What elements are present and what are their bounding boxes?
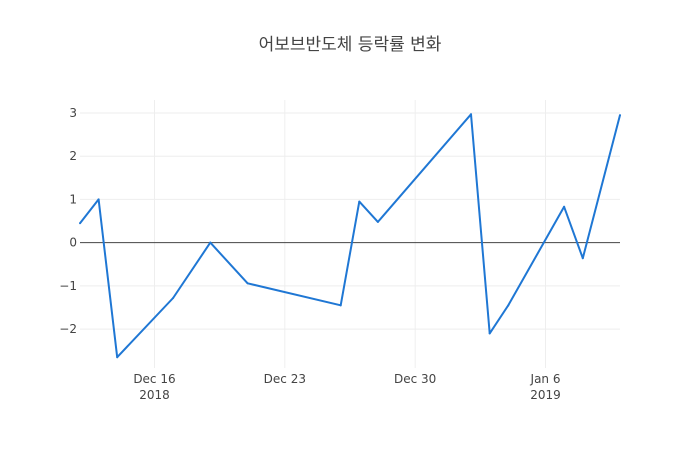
chart-title: 어보브반도체 등락률 변화 xyxy=(259,35,442,55)
data-point xyxy=(246,282,249,285)
data-point xyxy=(376,220,379,223)
x-tick-label: Jan 6 xyxy=(530,372,561,386)
x-axis-ticks: Dec 16 2018 Dec 23 Dec 30 Jan 6 2019 xyxy=(133,372,560,402)
data-point xyxy=(358,200,361,203)
series-layer xyxy=(79,113,621,359)
data-point xyxy=(488,332,491,335)
data-point xyxy=(563,205,566,208)
y-tick-label: −2 xyxy=(59,322,77,336)
x-tick-label: Dec 23 xyxy=(264,372,306,386)
data-point xyxy=(581,257,584,260)
data-point xyxy=(339,304,342,307)
y-axis-ticks: 3 2 1 0 −1 −2 xyxy=(59,106,77,336)
grid-lines xyxy=(80,100,620,368)
data-point xyxy=(209,241,212,244)
data-point xyxy=(507,304,510,307)
data-point xyxy=(470,113,473,116)
x-tick-label: Dec 30 xyxy=(394,372,436,386)
data-point xyxy=(79,222,81,225)
y-tick-label: 2 xyxy=(69,149,77,163)
y-tick-label: −1 xyxy=(59,279,77,293)
data-point xyxy=(97,198,100,201)
y-tick-label: 1 xyxy=(69,192,77,206)
x-tick-year-label: 2019 xyxy=(530,388,561,402)
y-tick-label: 3 xyxy=(69,106,77,120)
data-point xyxy=(619,114,621,117)
x-tick-label: Dec 16 xyxy=(133,372,175,386)
x-tick-year-label: 2018 xyxy=(139,388,170,402)
data-point xyxy=(172,296,175,299)
y-tick-label: 0 xyxy=(69,236,77,250)
data-point xyxy=(116,356,119,359)
